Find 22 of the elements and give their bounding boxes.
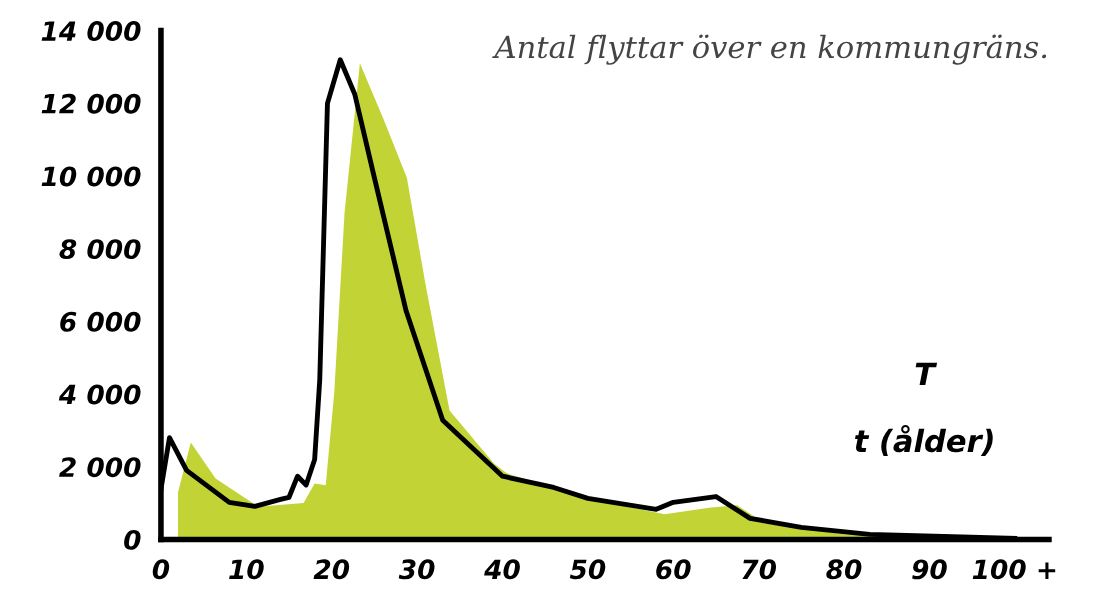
x-tick-label: 40: [484, 559, 520, 580]
x-tick-label: 90: [912, 559, 947, 580]
x-tick-label: 10: [229, 559, 264, 580]
y-tick-label: 10 000: [41, 166, 141, 187]
y-tick-label: 12 000: [41, 93, 141, 114]
x-tick-label: 20: [313, 559, 350, 580]
y-tick-label: 6 000: [60, 311, 141, 332]
x-tick-label: 60: [656, 559, 691, 580]
annotation: t (ålder): [854, 424, 993, 456]
x-tick-label: 0: [152, 559, 170, 580]
x-tick-label: 100 +: [972, 559, 1056, 580]
chart-title: Antal flyttar över en kommungräns.: [492, 34, 1047, 65]
y-tick-label: 4 000: [58, 384, 141, 405]
x-tick-label: 80: [826, 559, 862, 580]
y-tick-label: 2 000: [59, 457, 141, 478]
y-tick-label: 14 000: [41, 21, 141, 42]
x-tick-label: 70: [742, 559, 777, 580]
x-tick-label: 50: [569, 559, 606, 580]
y-tick-label: 0: [124, 529, 141, 550]
y-tick-label: 8 000: [59, 239, 141, 260]
annotation: T: [915, 362, 938, 386]
x-tick-label: 30: [398, 559, 435, 580]
